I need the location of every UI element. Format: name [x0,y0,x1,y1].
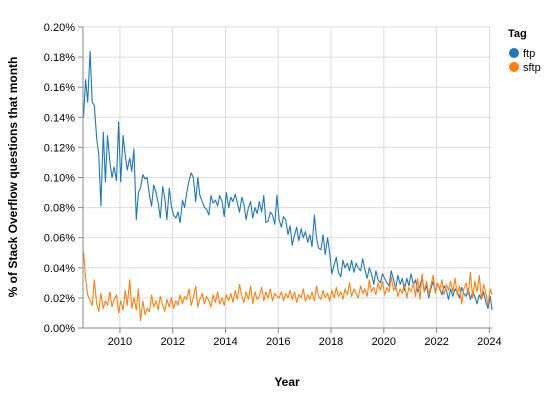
x-tick-label: 2012 [160,336,184,348]
y-tick-label: 0.12% [44,142,75,154]
x-tick-label: 2018 [319,336,343,348]
y-tick-label: 0.10% [44,173,75,185]
series-line-ftp [82,50,493,310]
x-tick-label: 2020 [372,336,396,348]
x-axis-title: Year [274,375,300,389]
y-tick-label: 0.00% [44,323,75,335]
y-tick-label: 0.08% [44,203,75,215]
series-lines [82,50,493,322]
y-tick-label: 0.04% [44,263,75,275]
series-line-sftp [82,251,493,322]
y-axis-title: % of Stack Overflow questions that month [6,57,20,298]
legend-title: Tag [508,28,527,40]
x-tick-label: 2024 [477,336,501,348]
y-tick-label: 0.16% [44,82,75,94]
y-tick-label: 0.06% [44,233,75,245]
legend-sftp-symbol [509,62,519,72]
tick-labels: 0.00% 0.02% 0.04% 0.06% 0.08% 0.10% 0.12% 0.14%… [44,22,502,348]
grid-lines [83,26,492,329]
axes [78,26,492,333]
y-tick-label: 0.20% [44,22,75,34]
x-tick-label: 2016 [266,336,290,348]
legend: Tag ftp sftp [508,28,541,74]
legend-ftp-symbol [509,48,519,58]
x-tick-label: 2014 [213,336,237,348]
y-tick-label: 0.02% [44,293,75,305]
x-tick-label: 2010 [108,336,132,348]
x-tick-label: 2022 [424,336,448,348]
y-tick-label: 0.14% [44,112,75,124]
legend-sftp-label: sftp [523,62,541,74]
y-tick-label: 0.18% [44,52,75,64]
legend-ftp-label: ftp [523,48,535,60]
